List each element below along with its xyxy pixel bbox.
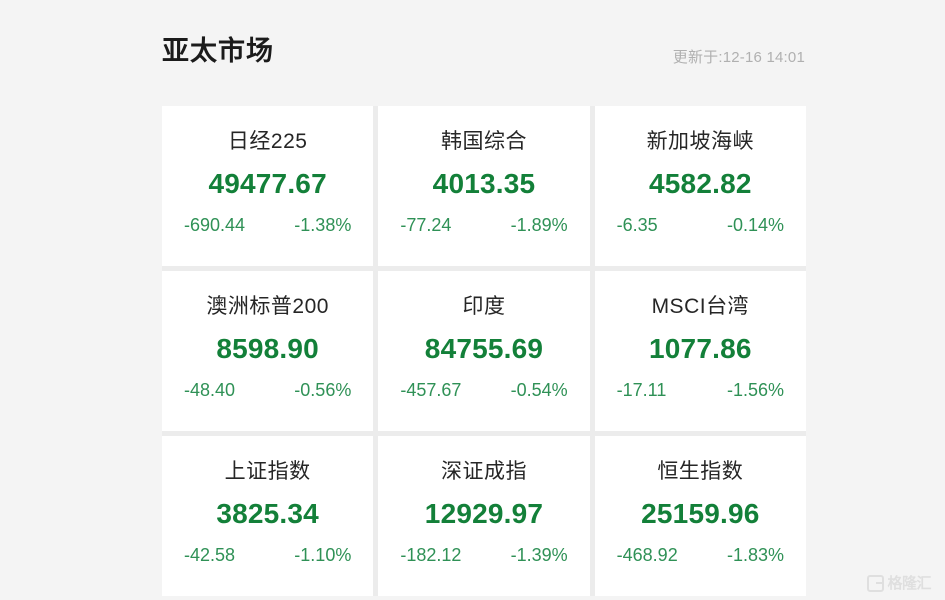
market-name: 恒生指数	[657, 460, 744, 483]
market-card[interactable]: MSCI台湾 1077.86 -17.11 -1.56%	[594, 271, 806, 431]
watermark: 格隆汇	[867, 575, 931, 592]
market-change-row: -6.35 -0.14%	[595, 216, 806, 234]
market-change-absolute: -48.40	[184, 379, 236, 400]
market-card[interactable]: 澳洲标普200 8598.90 -48.40 -0.56%	[162, 271, 374, 431]
market-change-percent: -0.54%	[510, 379, 568, 400]
market-card[interactable]: 韩国综合 4013.35 -77.24 -1.89%	[378, 106, 590, 266]
market-card[interactable]: 新加坡海峡 4582.82 -6.35 -0.14%	[594, 106, 806, 266]
market-change-percent: -1.10%	[294, 544, 352, 565]
market-card[interactable]: 印度 84755.69 -457.67 -0.54%	[378, 271, 590, 431]
market-change-row: -182.12 -1.39%	[378, 546, 589, 564]
market-name: 深证成指	[440, 460, 527, 483]
market-value: 84755.69	[424, 333, 544, 365]
watermark-label: 格隆汇	[887, 575, 931, 592]
market-value: 12929.97	[424, 498, 544, 530]
market-change-absolute: -42.58	[184, 544, 236, 565]
market-name: 印度	[462, 295, 506, 318]
market-value: 4582.82	[649, 168, 752, 200]
market-change-absolute: -457.67	[400, 379, 462, 400]
market-change-percent: -0.56%	[294, 379, 352, 400]
market-change-percent: -0.14%	[726, 214, 784, 235]
market-card[interactable]: 恒生指数 25159.96 -468.92 -1.83%	[594, 436, 806, 596]
market-name: 新加坡海峡	[646, 130, 755, 153]
market-change-row: -77.24 -1.89%	[378, 216, 589, 234]
market-change-percent: -1.56%	[726, 379, 784, 400]
market-change-percent: -1.83%	[726, 544, 784, 565]
market-value: 49477.67	[208, 168, 327, 200]
market-card-grid: 日经225 49477.67 -690.44 -1.38% 韩国综合 4013.35 -77…	[162, 106, 806, 596]
market-change-absolute: -182.12	[400, 544, 462, 565]
market-change-row: -17.11 -1.56%	[595, 381, 806, 399]
market-name: 日经225	[227, 130, 308, 153]
market-change-absolute: -468.92	[616, 544, 678, 565]
market-change-absolute: -690.44	[184, 214, 246, 235]
g-logo-icon	[867, 575, 885, 592]
market-change-absolute: -17.11	[616, 379, 667, 400]
market-card[interactable]: 深证成指 12929.97 -182.12 -1.39%	[378, 436, 590, 596]
market-change-row: -468.92 -1.83%	[595, 546, 806, 564]
market-name: 澳洲标普200	[206, 295, 329, 318]
page-title: 亚太市场	[162, 35, 274, 66]
market-change-row: -42.58 -1.10%	[162, 546, 373, 564]
market-change-row: -690.44 -1.38%	[162, 216, 373, 234]
market-value: 8598.90	[216, 333, 319, 365]
market-card[interactable]: 上证指数 3825.34 -42.58 -1.10%	[162, 436, 374, 596]
market-change-row: -457.67 -0.54%	[378, 381, 589, 399]
page-header: 亚太市场 更新于:12-16 14:01	[0, 0, 945, 100]
market-name: MSCI台湾	[651, 295, 750, 318]
market-change-absolute: -6.35	[616, 214, 658, 235]
market-name: 上证指数	[224, 460, 311, 483]
market-name: 韩国综合	[440, 130, 527, 153]
market-change-percent: -1.39%	[510, 544, 568, 565]
update-timestamp: 更新于:12-16 14:01	[672, 48, 805, 66]
market-change-percent: -1.38%	[294, 214, 352, 235]
market-change-absolute: -77.24	[400, 214, 452, 235]
market-value: 25159.96	[641, 498, 760, 530]
market-change-row: -48.40 -0.56%	[162, 381, 373, 399]
market-value: 3825.34	[216, 498, 319, 530]
market-value: 1077.86	[649, 333, 752, 365]
market-change-percent: -1.89%	[510, 214, 568, 235]
market-value: 4013.35	[432, 168, 536, 200]
market-card[interactable]: 日经225 49477.67 -690.44 -1.38%	[162, 106, 374, 266]
